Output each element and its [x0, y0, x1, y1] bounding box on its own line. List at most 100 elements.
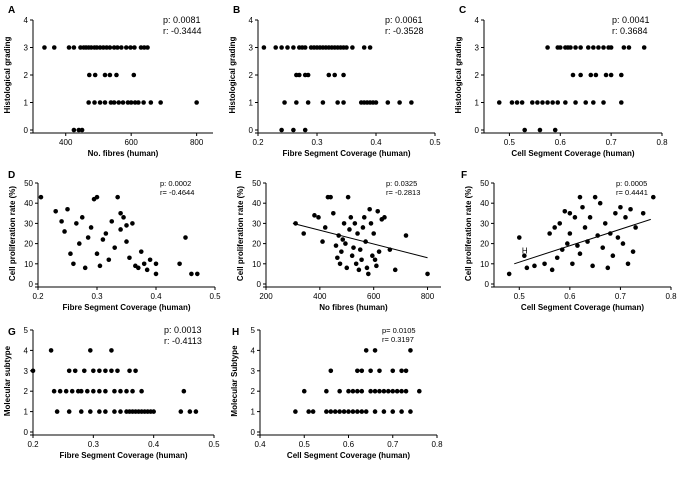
data-point: [364, 265, 370, 271]
data-point: [82, 265, 88, 271]
x-tick-label: 0.6: [555, 138, 567, 147]
data-point: [360, 225, 366, 230]
x-axis-label: Fibre Segment Coverage (human): [59, 451, 187, 460]
data-point: [341, 221, 347, 226]
data-point: [116, 100, 122, 105]
x-tick-label: 0.2: [252, 138, 264, 147]
data-point: [385, 100, 391, 105]
stat-annotation: p: 0.0325: [386, 179, 417, 188]
data-point: [550, 100, 555, 105]
data-point: [294, 100, 299, 105]
data-point: [328, 194, 333, 200]
data-point: [133, 368, 138, 374]
y-tick-label: 4: [24, 346, 29, 355]
x-tick-label: 0.6: [343, 440, 355, 449]
data-point: [547, 231, 552, 236]
stat-annotation: r= -0.4644: [160, 188, 194, 197]
data-point: [125, 100, 131, 105]
data-point: [102, 100, 108, 105]
stat-annotation: p: 0.0061: [385, 15, 423, 25]
data-point: [285, 45, 290, 50]
data-point: [619, 72, 624, 78]
data-point: [381, 409, 387, 414]
data-point: [153, 261, 159, 267]
data-point: [341, 409, 347, 414]
data-point: [139, 388, 144, 394]
data-point: [620, 241, 626, 246]
x-tick-label: 200: [259, 292, 273, 301]
data-point: [386, 388, 391, 394]
data-point: [79, 127, 85, 133]
data-point: [145, 45, 150, 50]
x-tick-label: 800: [421, 292, 435, 301]
data-point: [97, 409, 102, 414]
data-point: [573, 100, 578, 105]
y-tick-label: 4: [249, 16, 254, 25]
data-point: [301, 388, 307, 394]
stat-annotation: r: 0.3684: [612, 26, 648, 36]
stat-annotation: p: 0.0013: [164, 325, 202, 335]
data-point: [104, 45, 109, 50]
x-axis-label: Cell Segment Coverage (human): [287, 451, 410, 460]
data-point: [85, 388, 90, 394]
data-point: [496, 100, 502, 105]
data-point: [524, 265, 530, 271]
data-point: [302, 45, 308, 50]
data-point: [601, 100, 606, 105]
data-point: [537, 127, 543, 133]
data-point: [549, 267, 555, 273]
data-point: [124, 388, 129, 394]
data-point: [97, 45, 103, 50]
data-point: [279, 45, 284, 50]
data-point: [372, 409, 378, 414]
data-point: [187, 409, 193, 414]
data-point: [367, 206, 372, 212]
panel-annotation: H: [522, 247, 528, 256]
data-point: [92, 100, 97, 105]
x-tick-label: 0.5: [208, 440, 220, 449]
data-point: [552, 225, 557, 230]
data-point: [193, 409, 199, 414]
data-point: [608, 45, 614, 50]
data-point: [177, 261, 182, 267]
data-point: [112, 388, 117, 394]
data-point: [71, 261, 76, 267]
data-point: [605, 265, 611, 271]
stat-annotation: r= 0.4441: [616, 188, 648, 197]
stat-annotation: p: 0.0005: [616, 179, 647, 188]
data-point: [545, 45, 550, 50]
data-point: [350, 409, 356, 414]
x-tick-label: 0.5: [504, 138, 516, 147]
data-point: [111, 100, 117, 105]
data-point: [381, 388, 387, 394]
data-point: [567, 211, 573, 216]
data-point: [38, 194, 44, 200]
stat-annotation: p= 0.0105: [382, 326, 416, 335]
x-axis-label: Fibre Segment Coverage (human): [62, 303, 190, 312]
x-tick-label: 0.5: [209, 292, 221, 301]
data-point: [66, 368, 72, 374]
data-point: [118, 211, 123, 216]
data-point: [651, 194, 656, 200]
data-point: [371, 231, 376, 236]
data-point: [337, 409, 342, 414]
data-point: [399, 409, 404, 414]
data-point: [359, 388, 365, 394]
data-point: [141, 261, 147, 267]
data-point: [293, 409, 298, 414]
data-point: [132, 45, 137, 50]
data-point: [377, 368, 382, 374]
y-tick-label: 0: [24, 126, 29, 135]
data-point: [361, 45, 367, 50]
panel-g: G 0 1 2 3 4 5 0.2 0.3 0.4 0.5 Fibre Segment Coverag…: [3, 325, 220, 460]
data-point: [118, 409, 123, 414]
data-point: [144, 267, 150, 273]
data-point: [368, 388, 373, 394]
data-point: [112, 245, 117, 250]
data-point: [94, 45, 100, 50]
data-point: [102, 72, 108, 78]
data-point: [596, 45, 601, 50]
data-point: [332, 409, 338, 414]
data-point: [320, 100, 326, 105]
data-point: [324, 388, 329, 394]
